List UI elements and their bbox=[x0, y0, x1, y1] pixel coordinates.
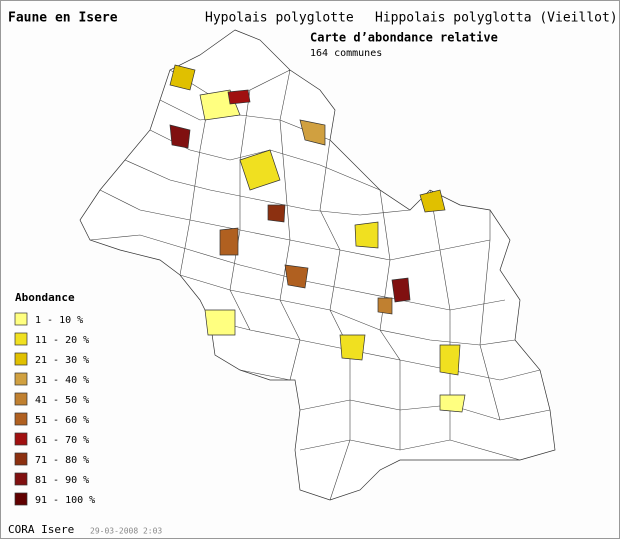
source: CORA Isere bbox=[8, 523, 74, 536]
patch bbox=[169, 124, 191, 149]
patch bbox=[299, 119, 326, 146]
legend-label: 91 - 100 % bbox=[35, 495, 95, 506]
legend-swatch bbox=[14, 452, 28, 466]
legend-label: 1 - 10 % bbox=[35, 315, 83, 326]
species-french: Hypolais polyglotte bbox=[205, 11, 354, 26]
legend-label: 71 - 80 % bbox=[35, 455, 89, 466]
legend-label: 61 - 70 % bbox=[35, 435, 89, 446]
legend-label: 21 - 30 % bbox=[35, 355, 89, 366]
patch bbox=[204, 309, 236, 336]
patch bbox=[239, 149, 281, 191]
species-latin: Hippolais polyglotta (Vieillot) bbox=[375, 11, 618, 26]
patch bbox=[339, 334, 366, 361]
legend-label: 81 - 90 % bbox=[35, 475, 89, 486]
patch bbox=[267, 204, 286, 223]
patch bbox=[391, 277, 411, 303]
patch bbox=[377, 297, 393, 315]
patch bbox=[419, 189, 446, 213]
legend-swatch bbox=[14, 432, 28, 446]
commune-count: 164 communes bbox=[310, 48, 382, 59]
legend-title: Abondance bbox=[15, 291, 75, 304]
legend-swatch bbox=[14, 492, 28, 506]
legend-label: 11 - 20 % bbox=[35, 335, 89, 346]
legend-label: 51 - 60 % bbox=[35, 415, 89, 426]
patch bbox=[284, 264, 309, 289]
legend-swatch bbox=[14, 472, 28, 486]
patch bbox=[169, 64, 196, 91]
patch bbox=[354, 221, 379, 249]
page-title: Faune en Isere bbox=[8, 11, 118, 26]
legend-swatch bbox=[14, 372, 28, 386]
legend-swatch bbox=[14, 312, 28, 326]
patch bbox=[227, 89, 251, 105]
legend-swatch bbox=[14, 392, 28, 406]
legend-swatch bbox=[14, 332, 28, 346]
legend-label: 41 - 50 % bbox=[35, 395, 89, 406]
legend-label: 31 - 40 % bbox=[35, 375, 89, 386]
legend-swatch bbox=[14, 352, 28, 366]
patch bbox=[439, 394, 466, 413]
patch bbox=[439, 344, 461, 376]
patch bbox=[219, 227, 239, 256]
map bbox=[79, 29, 556, 501]
map-title: Carte d’abondance relative bbox=[310, 31, 498, 45]
department-outline bbox=[79, 29, 556, 501]
date: 29-03-2008 2:03 bbox=[90, 527, 162, 536]
legend: 1 - 10 % 11 - 20 % 21 - 30 % 31 - 40 % 41 - … bbox=[14, 312, 95, 506]
abundance-patches bbox=[169, 64, 466, 413]
legend-swatch bbox=[14, 412, 28, 426]
